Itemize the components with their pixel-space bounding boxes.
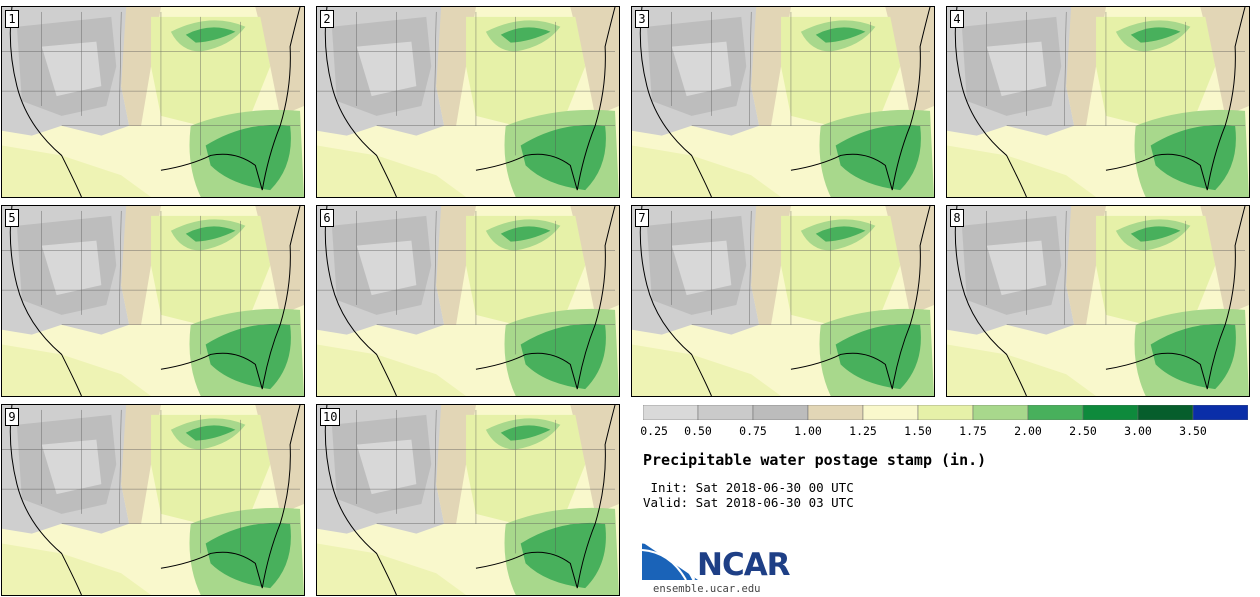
- member-number: 4: [950, 10, 964, 28]
- postage-stamp-panel: 10: [316, 404, 620, 596]
- legend-swatch: [807, 405, 864, 420]
- member-number: 6: [320, 209, 334, 227]
- legend-swatch: [972, 405, 1029, 420]
- site-url: ensemble.ucar.edu: [653, 583, 761, 595]
- postage-stamp-panel: 3: [631, 6, 935, 198]
- legend-tick-label: 1.75: [959, 424, 987, 438]
- legend-tick-label: 2.00: [1014, 424, 1042, 438]
- postage-stamp-panel: 5: [1, 205, 305, 397]
- precip-water-map: [2, 7, 304, 197]
- legend-tick-label: 2.50: [1069, 424, 1097, 438]
- member-number: 3: [635, 10, 649, 28]
- precip-water-map: [317, 206, 619, 396]
- legend-tick-label: 3.50: [1179, 424, 1207, 438]
- figure-title: Precipitable water postage stamp (in.): [643, 451, 987, 469]
- precip-water-map: [947, 206, 1249, 396]
- init-time: Init: Sat 2018-06-30 00 UTC: [643, 480, 854, 495]
- postage-stamp-panel: 6: [316, 205, 620, 397]
- postage-stamp-panel: 8: [946, 205, 1250, 397]
- legend-swatch: [1137, 405, 1194, 420]
- legend-tick-label: 0.25: [640, 424, 668, 438]
- precip-water-map: [632, 206, 934, 396]
- precip-water-map: [2, 405, 304, 595]
- postage-stamp-panel: 4: [946, 6, 1250, 198]
- legend-tick-label: 0.50: [684, 424, 712, 438]
- legend-tick-label: 3.00: [1124, 424, 1152, 438]
- legend-swatch: [1082, 405, 1139, 420]
- legend-tick-label: 1.25: [849, 424, 877, 438]
- legend-tick-label: 1.00: [794, 424, 822, 438]
- legend-swatch: [917, 405, 974, 420]
- legend-swatch: [643, 405, 699, 420]
- member-number: 5: [5, 209, 19, 227]
- postage-stamp-panel: 9: [1, 404, 305, 596]
- legend-swatch: [1192, 405, 1248, 420]
- valid-time: Valid: Sat 2018-06-30 03 UTC: [643, 495, 854, 510]
- member-number: 9: [5, 408, 19, 426]
- ncar-logo-icon: [642, 540, 698, 580]
- legend-swatch: [752, 405, 809, 420]
- color-legend: [643, 405, 1248, 420]
- precip-water-map: [317, 7, 619, 197]
- member-number: 8: [950, 209, 964, 227]
- postage-stamp-panel: 1: [1, 6, 305, 198]
- postage-stamp-panel: 2: [316, 6, 620, 198]
- member-number: 7: [635, 209, 649, 227]
- ncar-logo-text: NCAR: [697, 547, 791, 583]
- postage-stamp-panel: 7: [631, 205, 935, 397]
- legend-tick-label: 0.75: [739, 424, 767, 438]
- legend-swatch: [697, 405, 754, 420]
- member-number: 10: [320, 408, 341, 426]
- member-number: 2: [320, 10, 334, 28]
- legend-swatch: [862, 405, 919, 420]
- precip-water-map: [2, 206, 304, 396]
- precip-water-map: [632, 7, 934, 197]
- legend-tick-label: 1.50: [904, 424, 932, 438]
- legend-swatch: [1027, 405, 1084, 420]
- precip-water-map: [317, 405, 619, 595]
- precip-water-map: [947, 7, 1249, 197]
- member-number: 1: [5, 10, 19, 28]
